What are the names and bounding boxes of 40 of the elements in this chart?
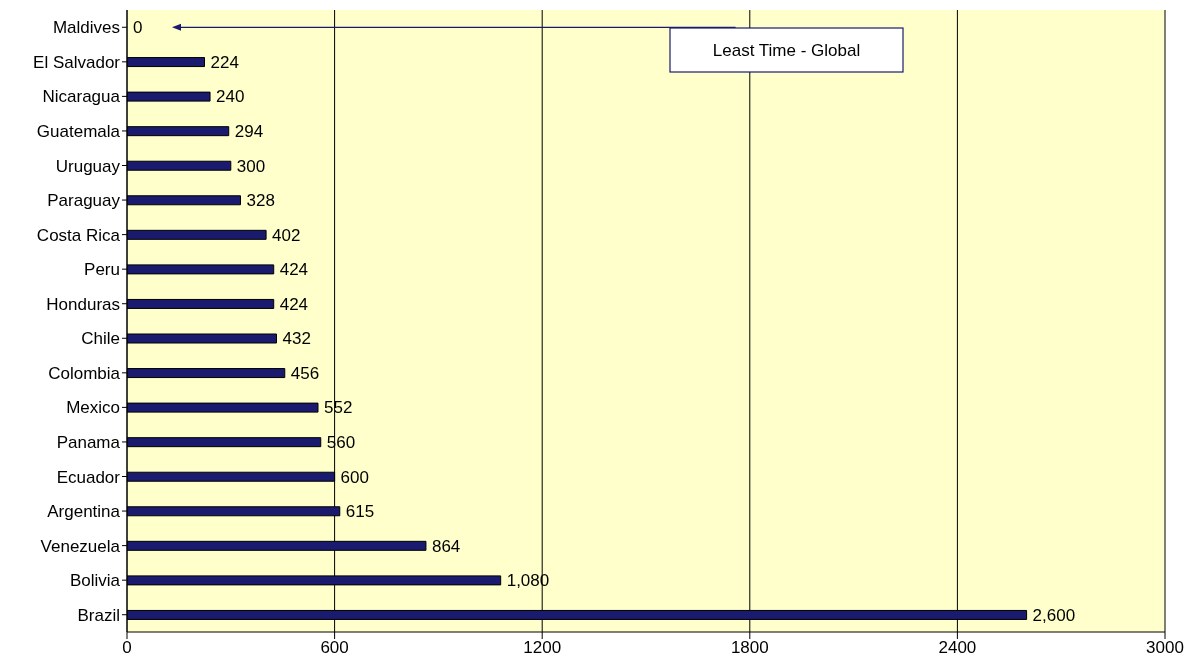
data-label: 224 — [210, 52, 239, 72]
y-tick-label: Colombia — [48, 363, 121, 383]
data-label: 300 — [236, 156, 266, 176]
data-label: 600 — [340, 467, 369, 487]
data-label: 456 — [290, 363, 320, 383]
data-label: 328 — [246, 191, 275, 211]
y-tick-label: Paraguay — [47, 191, 121, 211]
data-label: 240 — [216, 87, 245, 107]
y-tick-label: Brazil — [77, 605, 120, 625]
data-label: 864 — [431, 536, 461, 556]
y-tick-label: Peru — [84, 260, 120, 280]
data-label: 432 — [282, 329, 311, 349]
data-label: 2,600 — [1032, 605, 1076, 625]
annotation: Least Time - Global — [712, 41, 861, 60]
x-tick-label: 1800 — [730, 638, 769, 658]
y-tick-label: Ecuador — [56, 467, 121, 487]
data-label: 402 — [272, 225, 301, 245]
data-label: 424 — [279, 260, 309, 280]
y-tick-label: Nicaragua — [42, 87, 121, 107]
y-tick-label: Chile — [81, 329, 120, 349]
y-tick-label: Guatemala — [36, 121, 121, 141]
y-tick-label: Honduras — [46, 294, 120, 314]
y-tick-label: Mexico — [66, 398, 120, 418]
y-tick-label: Uruguay — [55, 156, 121, 176]
x-tick-label: 600 — [320, 638, 349, 658]
x-tick-label: 0 — [122, 638, 132, 658]
y-tick-label: Venezuela — [40, 536, 121, 556]
x-tick-label: 3000 — [1146, 638, 1184, 658]
x-tick-label: 1200 — [523, 638, 562, 658]
x-tick-label: 2400 — [938, 638, 977, 658]
y-tick-label: Bolivia — [69, 571, 121, 591]
data-label: 0 — [133, 18, 143, 38]
y-tick-label: El Salvador — [33, 52, 121, 72]
data-label: 615 — [345, 502, 375, 522]
y-tick-label: Argentina — [47, 502, 121, 522]
y-tick-label: Costa Rica — [36, 225, 121, 245]
y-tick-label: Maldives — [52, 18, 120, 38]
data-label: 424 — [279, 294, 309, 314]
y-tick-label: Panama — [56, 432, 121, 452]
data-label: 294 — [234, 121, 264, 141]
